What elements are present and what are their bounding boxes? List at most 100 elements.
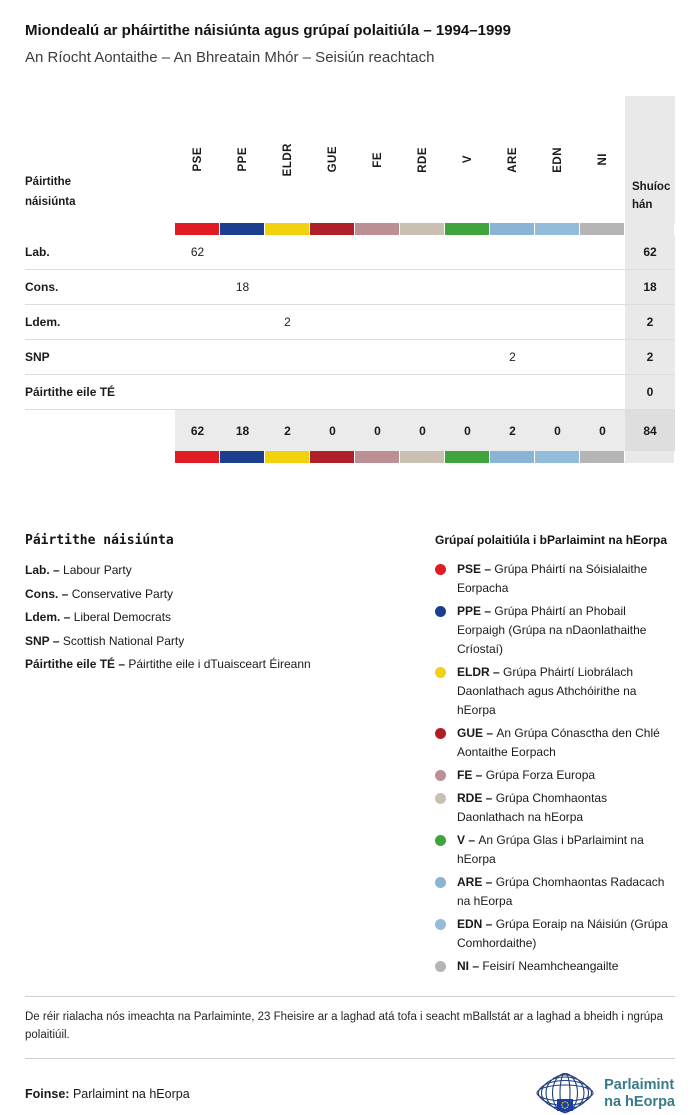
seat-cell	[310, 375, 355, 410]
seat-cell	[490, 375, 535, 410]
group-header-fe: FE	[355, 96, 400, 223]
group-abbr: ELDR –	[457, 665, 504, 679]
seat-cell	[220, 375, 265, 410]
group-header-label: EDN	[551, 146, 564, 173]
seat-cell	[355, 270, 400, 305]
seat-cell	[445, 340, 490, 375]
source-row: Foinse: Parlaimint na hEorpa	[25, 1059, 675, 1115]
seat-cell	[400, 235, 445, 270]
are-color-dot	[435, 877, 446, 888]
group-abbr: PSE –	[457, 562, 495, 576]
seats-header: Shuíochán	[625, 96, 675, 223]
column-total-cell: 2	[490, 410, 535, 451]
seat-cell	[490, 270, 535, 305]
column-total-cell: 0	[400, 410, 445, 451]
rde-color-band-top	[400, 223, 445, 235]
seat-cell	[445, 270, 490, 305]
group-header-eldr: ELDR	[265, 96, 310, 223]
seat-cell	[310, 270, 355, 305]
european-parliament-logo-icon	[536, 1072, 594, 1114]
seat-cell	[580, 270, 625, 305]
group-legend-item: NI – Feisirí Neamhcheangailte	[435, 957, 675, 976]
group-legend-list: PSE – Grúpa Pháirtí na Sóisialaithe Eorp…	[435, 560, 675, 976]
legend: Páirtithe náisiúnta Lab. – Labour Party C…	[25, 533, 675, 980]
seat-cell	[265, 375, 310, 410]
seat-cell	[445, 235, 490, 270]
party-legend-list: Lab. – Labour Party Cons. – Conservative …	[25, 563, 407, 671]
seat-cell	[355, 235, 400, 270]
group-header-label: PSE	[191, 147, 204, 172]
column-total-cell: 62	[175, 410, 220, 451]
group-legend-item: RDE – Grúpa Chomhaontas Daonlathach na h…	[435, 789, 675, 827]
pse-color-band-top	[175, 223, 220, 235]
party-row-label: SNP	[25, 340, 175, 375]
seat-cell	[535, 305, 580, 340]
totals-spacer	[25, 410, 175, 451]
seat-cell	[400, 305, 445, 340]
table-row-header: Páirtithe náisiúnta	[25, 96, 175, 223]
row-total-cell: 62	[625, 235, 675, 270]
seat-cell	[175, 305, 220, 340]
group-legend-title: Grúpaí polaitiúla i bParlaimint na hEorp…	[435, 533, 668, 547]
v-color-band-top	[445, 223, 490, 235]
logo-wordmark: Parlaimint na hEorpa	[604, 1077, 675, 1110]
eu-flag	[557, 1098, 574, 1111]
row-total-cell: 2	[625, 340, 675, 375]
fe-color-band-top	[355, 223, 400, 235]
fe-color-dot	[435, 770, 446, 781]
row-total-cell: 18	[625, 270, 675, 305]
group-abbr: V –	[457, 833, 479, 847]
group-header-label: ARE	[506, 146, 519, 173]
column-total-cell: 2	[265, 410, 310, 451]
group-header-rde: RDE	[400, 96, 445, 223]
table-row-header-text: Páirtithe náisiúnta	[25, 175, 76, 209]
group-abbr: NI –	[457, 959, 483, 973]
pse-color-band-bottom	[175, 451, 220, 463]
seat-cell	[445, 375, 490, 410]
party-legend-item: Ldem. – Liberal Democrats	[25, 610, 172, 624]
group-header-label: ELDR	[281, 142, 294, 177]
edn-color-band-bottom	[535, 451, 580, 463]
seats-header-text: Shuíochán	[632, 181, 671, 212]
seat-table: Páirtithe náisiúnta PSE PPE ELDR GUE FE RDE V AR…	[25, 96, 675, 463]
seat-cell	[355, 340, 400, 375]
source: Foinse: Parlaimint na hEorpa	[25, 1087, 190, 1101]
seat-cell	[220, 305, 265, 340]
seat-cell	[580, 305, 625, 340]
source-label: Foinse:	[25, 1086, 70, 1101]
group-header-gue: GUE	[310, 96, 355, 223]
seat-cell	[265, 235, 310, 270]
seat-cell	[535, 270, 580, 305]
group-header-v: V	[445, 96, 490, 223]
column-total-cell: 0	[355, 410, 400, 451]
band-spacer-top	[25, 223, 175, 235]
seat-cell	[535, 375, 580, 410]
party-row-label: Ldem.	[25, 305, 175, 340]
seat-cell	[400, 340, 445, 375]
row-total-cell: 0	[625, 375, 675, 410]
seat-cell	[175, 270, 220, 305]
gue-color-dot	[435, 728, 446, 739]
group-legend-item: EDN – Grúpa Eoraip na Náisiún (Grúpa Com…	[435, 915, 675, 953]
v-color-dot	[435, 835, 446, 846]
edn-color-band-top	[535, 223, 580, 235]
group-abbr: RDE –	[457, 791, 496, 805]
party-abbr: SNP –	[25, 633, 63, 648]
seat-cell	[535, 235, 580, 270]
seat-cell: 62	[175, 235, 220, 270]
ppe-color-dot	[435, 606, 446, 617]
seat-cell	[355, 375, 400, 410]
group-abbr: ARE –	[457, 875, 496, 889]
group-legend-item: FE – Grúpa Forza Europa	[435, 766, 675, 785]
ni-color-band-bottom	[580, 451, 625, 463]
party-abbr: Páirtithe eile TÉ –	[25, 657, 129, 671]
seat-cell	[220, 340, 265, 375]
seat-cell	[535, 340, 580, 375]
party-legend-item: SNP – Scottish National Party	[25, 633, 185, 648]
party-abbr: Ldem. –	[25, 610, 74, 624]
page-title: Miondealú ar pháirtithe náisiúnta agus g…	[25, 22, 511, 39]
ni-color-band-top	[580, 223, 625, 235]
party-row-label: Lab.	[25, 235, 175, 270]
are-color-band-bottom	[490, 451, 535, 463]
